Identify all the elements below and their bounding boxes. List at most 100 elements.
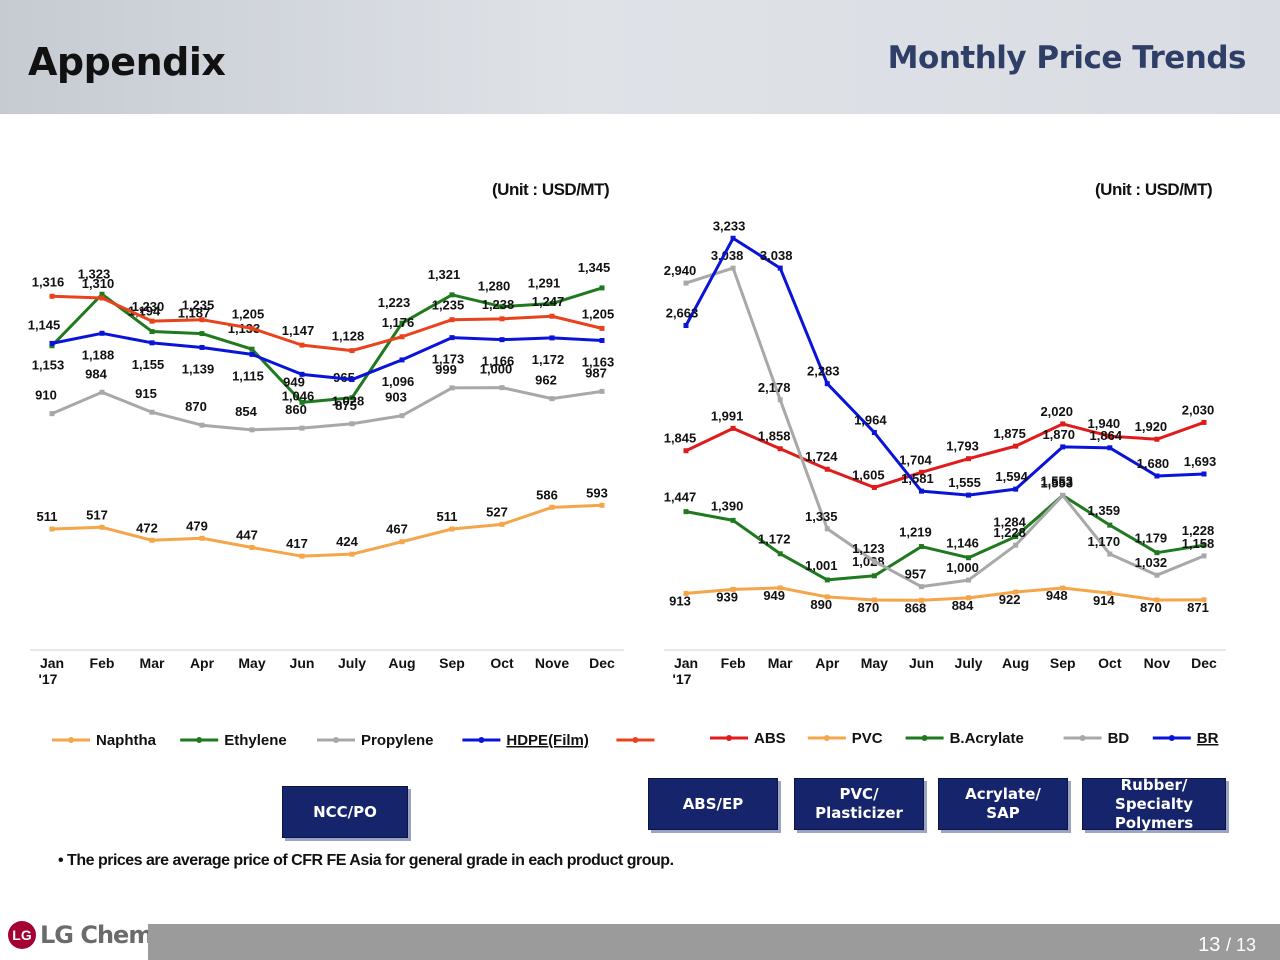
data-label-b-acrylate-6: 1,219 [899, 525, 932, 540]
point-ethylene-7 [349, 395, 355, 401]
data-label-naphtha-11: 586 [536, 487, 558, 502]
data-label-abs-8: 1,875 [993, 426, 1026, 441]
data-label-naphtha-2: 517 [86, 507, 108, 522]
point-br-1 [683, 323, 689, 329]
point-ethylene-3 [149, 329, 155, 335]
point-br-9 [1060, 444, 1066, 450]
page-total: / 13 [1225, 935, 1256, 955]
lg-chem-logo: LG LG Chem [8, 921, 153, 949]
data-label-pvc-1: 913 [669, 593, 691, 608]
data-label-bd-11: 1,032 [1135, 555, 1168, 570]
point-ldpe-4 [199, 317, 205, 323]
point-ldpe-5 [249, 325, 255, 331]
point-propylene-11 [549, 396, 555, 402]
point-b-acrylate-6 [918, 544, 924, 550]
point-b-acrylate-2 [730, 517, 736, 523]
point-hdpe-film-12 [599, 338, 605, 344]
data-label-bd-2: 3,038 [711, 248, 744, 263]
point-pvc-7 [966, 595, 972, 601]
left-chart-unit: (Unit : USD/MT) [492, 180, 610, 199]
data-label-br-2: 3,233 [713, 218, 746, 233]
data-label-br-10: 1,864 [1090, 428, 1123, 443]
point-ethylene-6 [299, 399, 305, 405]
data-label-br-7: 1,555 [948, 475, 981, 490]
data-label-b-acrylate-2: 1,390 [711, 498, 744, 513]
data-label-abs-6: 1,704 [899, 452, 932, 467]
data-label-propylene-12: 987 [585, 365, 607, 380]
series-line-pvc [685, 586, 1205, 602]
point-bd-12 [1201, 553, 1207, 559]
data-label-abs-10: 1,940 [1088, 416, 1121, 431]
data-label-naphtha-9: 511 [437, 509, 458, 524]
point-naphtha-4 [199, 535, 205, 541]
point-abs-10 [1107, 433, 1113, 439]
acrylate-sap-button[interactable]: Acrylate/ SAP [938, 778, 1068, 830]
point-bd-11 [1154, 572, 1160, 578]
pvc-plasticizer-button[interactable]: PVC/ Plasticizer [794, 778, 924, 830]
data-label-pvc-8: 922 [999, 592, 1021, 607]
point-hdpe-film-7 [349, 377, 355, 383]
point-ldpe-11 [549, 313, 555, 319]
data-label-hdpe-film-8: 1,096 [382, 374, 415, 389]
point-propylene-9 [449, 385, 455, 391]
point-abs-8 [1013, 443, 1019, 449]
point-abs-7 [966, 456, 972, 462]
data-label-ethylene-8: 1,223 [378, 295, 411, 310]
point-propylene-12 [599, 388, 605, 394]
point-b-acrylate-1 [683, 509, 689, 515]
data-label-ldpe-9: 1,235 [432, 298, 465, 313]
data-label-hdpe-film-1: 1,153 [32, 357, 65, 372]
data-label-bd-1: 2,940 [664, 263, 697, 278]
x-tick-label-sep: Sep [439, 655, 465, 671]
point-pvc-12 [1201, 597, 1207, 603]
point-naphtha-2 [99, 524, 105, 530]
data-label-hdpe-film-11: 1,172 [532, 352, 565, 367]
data-label-pvc-12: 871 [1187, 600, 1209, 615]
point-br-2 [730, 235, 736, 241]
point-ldpe-9 [449, 317, 455, 323]
section-title: Monthly Price Trends [887, 40, 1247, 76]
data-label-ldpe-11: 1,247 [532, 294, 565, 309]
point-b-acrylate-4 [824, 577, 830, 583]
data-label-pvc-2: 939 [716, 589, 738, 604]
data-label-abs-5: 1,605 [852, 467, 885, 482]
data-label-pvc-6: 868 [905, 600, 927, 615]
data-label-pvc-7: 884 [952, 598, 974, 613]
point-naphtha-11 [549, 504, 555, 510]
point-pvc-1 [683, 590, 689, 596]
x-tick-label-feb: Feb [721, 655, 746, 671]
data-label-bd-12: 1,158 [1182, 536, 1215, 551]
data-label-bd-10: 1,170 [1088, 534, 1121, 549]
x-tick-label-mar: Mar [140, 655, 165, 671]
data-label-ethylene-12: 1,345 [578, 260, 611, 275]
ncc-po-button[interactable]: NCC/PO [282, 786, 408, 838]
x-tick-label-feb: Feb [90, 655, 115, 671]
data-label-b-acrylate-3: 1,172 [758, 532, 791, 547]
point-ethylene-10 [499, 304, 505, 310]
point-hdpe-film-9 [449, 335, 455, 341]
series-line-ldpe [51, 294, 603, 353]
data-label-ethylene-10: 1,280 [478, 279, 511, 294]
point-abs-1 [683, 448, 689, 454]
point-bd-10 [1107, 551, 1113, 557]
abs-ep-button[interactable]: ABS/EP [648, 778, 778, 830]
data-label-ldpe-2: 1,310 [82, 276, 115, 291]
data-label-propylene-11: 962 [535, 373, 557, 388]
point-ethylene-9 [449, 292, 455, 298]
data-label-ldpe-3: 1,230 [132, 299, 165, 314]
x-tick-label-jun: Jun [290, 655, 315, 671]
data-label-propylene-1: 910 [35, 388, 57, 403]
point-pvc-5 [871, 597, 877, 603]
series-line-abs [685, 420, 1205, 489]
rubber-specialty-polymers-button[interactable]: Rubber/ Specialty Polymers [1082, 776, 1226, 832]
x-tick-label-may: May [861, 655, 888, 671]
x-tick-label-nov: Nov [1144, 655, 1171, 671]
point-hdpe-film-3 [149, 340, 155, 346]
legend-marker-pvc [823, 735, 830, 741]
data-label-naphtha-3: 472 [136, 520, 158, 535]
point-pvc-11 [1154, 597, 1160, 603]
data-label-naphtha-4: 479 [186, 518, 208, 533]
point-ldpe-3 [149, 318, 155, 324]
point-ethylene-5 [249, 346, 255, 352]
legend-marker-br [1168, 735, 1175, 741]
